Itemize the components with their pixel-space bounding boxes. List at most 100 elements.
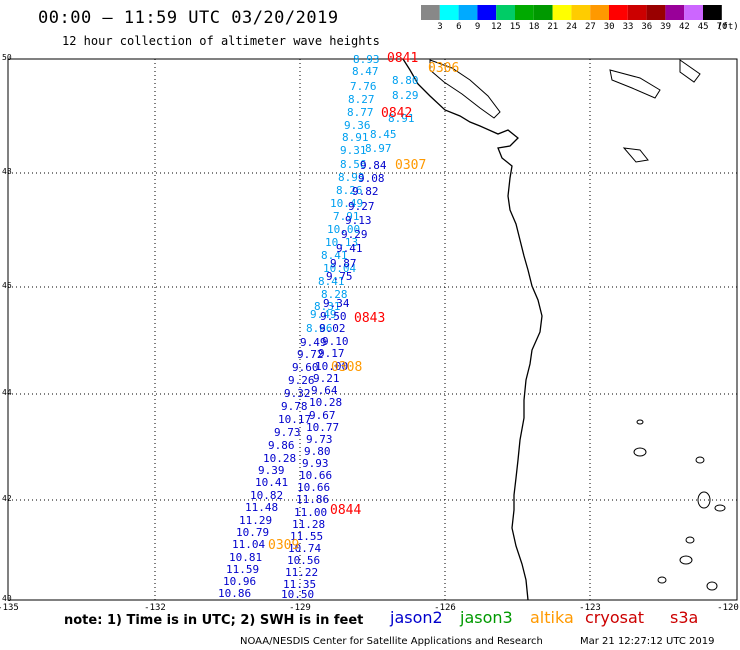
- legend-item-cryosat: cryosat: [585, 608, 645, 627]
- wave-height-label-jason2: 8.80: [392, 74, 419, 87]
- color-scale-label: 45: [697, 22, 709, 32]
- color-scale-label: 3: [437, 22, 443, 32]
- wave-height-label-jason2: 10.00: [315, 360, 348, 373]
- pass-time-label: 0842: [381, 106, 412, 121]
- color-scale-box: [684, 5, 703, 20]
- wave-height-label-jason2: 9.60: [292, 361, 319, 374]
- color-scale-box: [439, 5, 459, 20]
- map-subtitle: 12 hour collection of altimeter wave hei…: [62, 34, 380, 48]
- wave-height-label-jason2: 11.48: [245, 501, 278, 514]
- wave-height-label-jason2: 9.49: [310, 308, 337, 321]
- footer-timestamp: Mar 21 12:27:12 UTC 2019: [580, 636, 715, 647]
- wave-height-label-jason2: 8.97: [365, 142, 392, 155]
- island-outline: [609, 69, 661, 99]
- longitude-label: -126: [434, 603, 456, 613]
- wave-height-label-jason2: 8.31: [314, 300, 341, 313]
- island-outline: [679, 59, 701, 83]
- wave-height-label-jason2: 8.93: [353, 53, 380, 66]
- wave-height-label-jason2: 8.27: [348, 93, 375, 106]
- wave-height-label-jason2: 10.49: [330, 197, 363, 210]
- wave-height-label-jason2: 9.10: [322, 335, 349, 348]
- wave-height-label-jason2: 8.91: [388, 112, 415, 125]
- wave-height-label-jason2: 9.36: [344, 119, 371, 132]
- wave-height-label-jason2: 9.93: [302, 457, 329, 470]
- wave-height-label-jason2: 8.77: [347, 106, 374, 119]
- wave-height-label-jason2: 9.67: [309, 409, 336, 422]
- legend-item-jason3: jason3: [460, 608, 513, 627]
- color-scale-label: 36: [641, 22, 653, 32]
- latitude-label: 44: [2, 388, 12, 397]
- wave-height-label-jason2: 11.00: [294, 506, 327, 519]
- color-scale-label: 33: [622, 22, 634, 32]
- map-title: 00:00 – 11:59 UTC 03/20/2019: [38, 8, 339, 28]
- wave-height-label-jason2: 8.29: [392, 89, 419, 102]
- wave-height-label-jason2: 9.75: [326, 270, 353, 283]
- wave-height-label-jason2: 9.29: [341, 228, 368, 241]
- wave-height-label-jason2: 8.93: [338, 171, 365, 184]
- lake-outline: [697, 491, 711, 509]
- color-scale-unit: (ft): [717, 22, 739, 32]
- wave-height-label-jason2: 9.17: [318, 347, 345, 360]
- longitude-label: -132: [144, 603, 166, 613]
- lake-outline: [679, 555, 693, 565]
- latitude-label: 42: [2, 494, 12, 503]
- color-scale-box: [609, 5, 628, 20]
- wave-height-label-jason2: 9.73: [306, 433, 333, 446]
- wave-height-label-jason2: 8.28: [321, 288, 348, 301]
- color-scale-box: [646, 5, 666, 20]
- wave-height-label-jason2: 7.76: [350, 80, 377, 93]
- wave-height-label-jason2: 11.55: [290, 530, 323, 543]
- pass-time-label: 0306: [428, 61, 459, 76]
- legend-item-s3a: s3a: [670, 608, 699, 627]
- wave-height-label-jason2: 9.26: [288, 374, 315, 387]
- wave-height-label-jason2: 8.91: [342, 131, 369, 144]
- color-scale-label: 24: [566, 22, 578, 32]
- wave-height-label-jason2: 10.28: [309, 396, 342, 409]
- color-scale-label: 15: [509, 22, 521, 32]
- color-scale-box: [552, 5, 572, 20]
- coastline: [402, 58, 543, 601]
- wave-height-label-jason2: 10.77: [306, 421, 339, 434]
- wave-height-label-jason2: 9.80: [304, 445, 331, 458]
- color-scale-label: 30: [603, 22, 615, 32]
- wave-height-label-jason2: 9.08: [358, 172, 385, 185]
- wave-height-label-jason2: 9.50: [320, 310, 347, 323]
- color-scale-label: 39: [660, 22, 672, 32]
- lake-outline: [714, 504, 726, 512]
- wave-height-label-jason2: 8.45: [370, 128, 397, 141]
- color-scale-label: 12: [490, 22, 502, 32]
- color-scale-label: 9: [474, 22, 481, 32]
- lake-outline: [636, 419, 644, 425]
- wave-height-label-jason2: 9.64: [311, 384, 338, 397]
- pass-time-label: 0307: [395, 158, 426, 173]
- wave-height-label-jason2: 9.73: [274, 426, 301, 439]
- wave-height-label-jason2: 8.26: [336, 184, 363, 197]
- wave-height-label-jason2: 10.56: [287, 554, 320, 567]
- wave-height-label-jason2: 9.34: [323, 297, 350, 310]
- wave-height-label-jason2: 9.02: [319, 322, 346, 335]
- longitude-label: -123: [579, 603, 601, 613]
- wave-height-label-jason2: 9.13: [345, 214, 372, 227]
- wave-height-label-jason2: 11.59: [226, 563, 259, 576]
- wave-height-label-jason2: 8.56: [340, 158, 367, 171]
- legend-item-altika: altika: [530, 608, 574, 627]
- color-scale-box: [703, 5, 722, 20]
- wave-height-label-jason2: 10.96: [223, 575, 256, 588]
- latitude-label: 50: [2, 53, 12, 62]
- wave-height-label-jason2: 10.41: [255, 476, 288, 489]
- wave-height-label-jason2: 10.50: [281, 588, 314, 601]
- footer-note: note: 1) Time is in UTC; 2) SWH is in fe…: [64, 613, 364, 628]
- wave-height-label-jason2: 9.86: [268, 439, 295, 452]
- wave-height-label-jason2: 10.66: [297, 481, 330, 494]
- color-scale-label: 70: [716, 22, 728, 32]
- wave-height-label-jason2: 10.13: [325, 236, 358, 249]
- wave-height-label-jason2: 11.28: [292, 518, 325, 531]
- pass-time-label: 0844: [330, 503, 361, 518]
- wave-height-label-jason2: 10.66: [299, 469, 332, 482]
- color-scale-box: [421, 5, 440, 20]
- color-scale-box: [496, 5, 515, 20]
- wave-height-label-jason2: 10.28: [263, 452, 296, 465]
- wave-height-label-jason2: 10.86: [218, 587, 251, 600]
- color-scale-box: [590, 5, 609, 20]
